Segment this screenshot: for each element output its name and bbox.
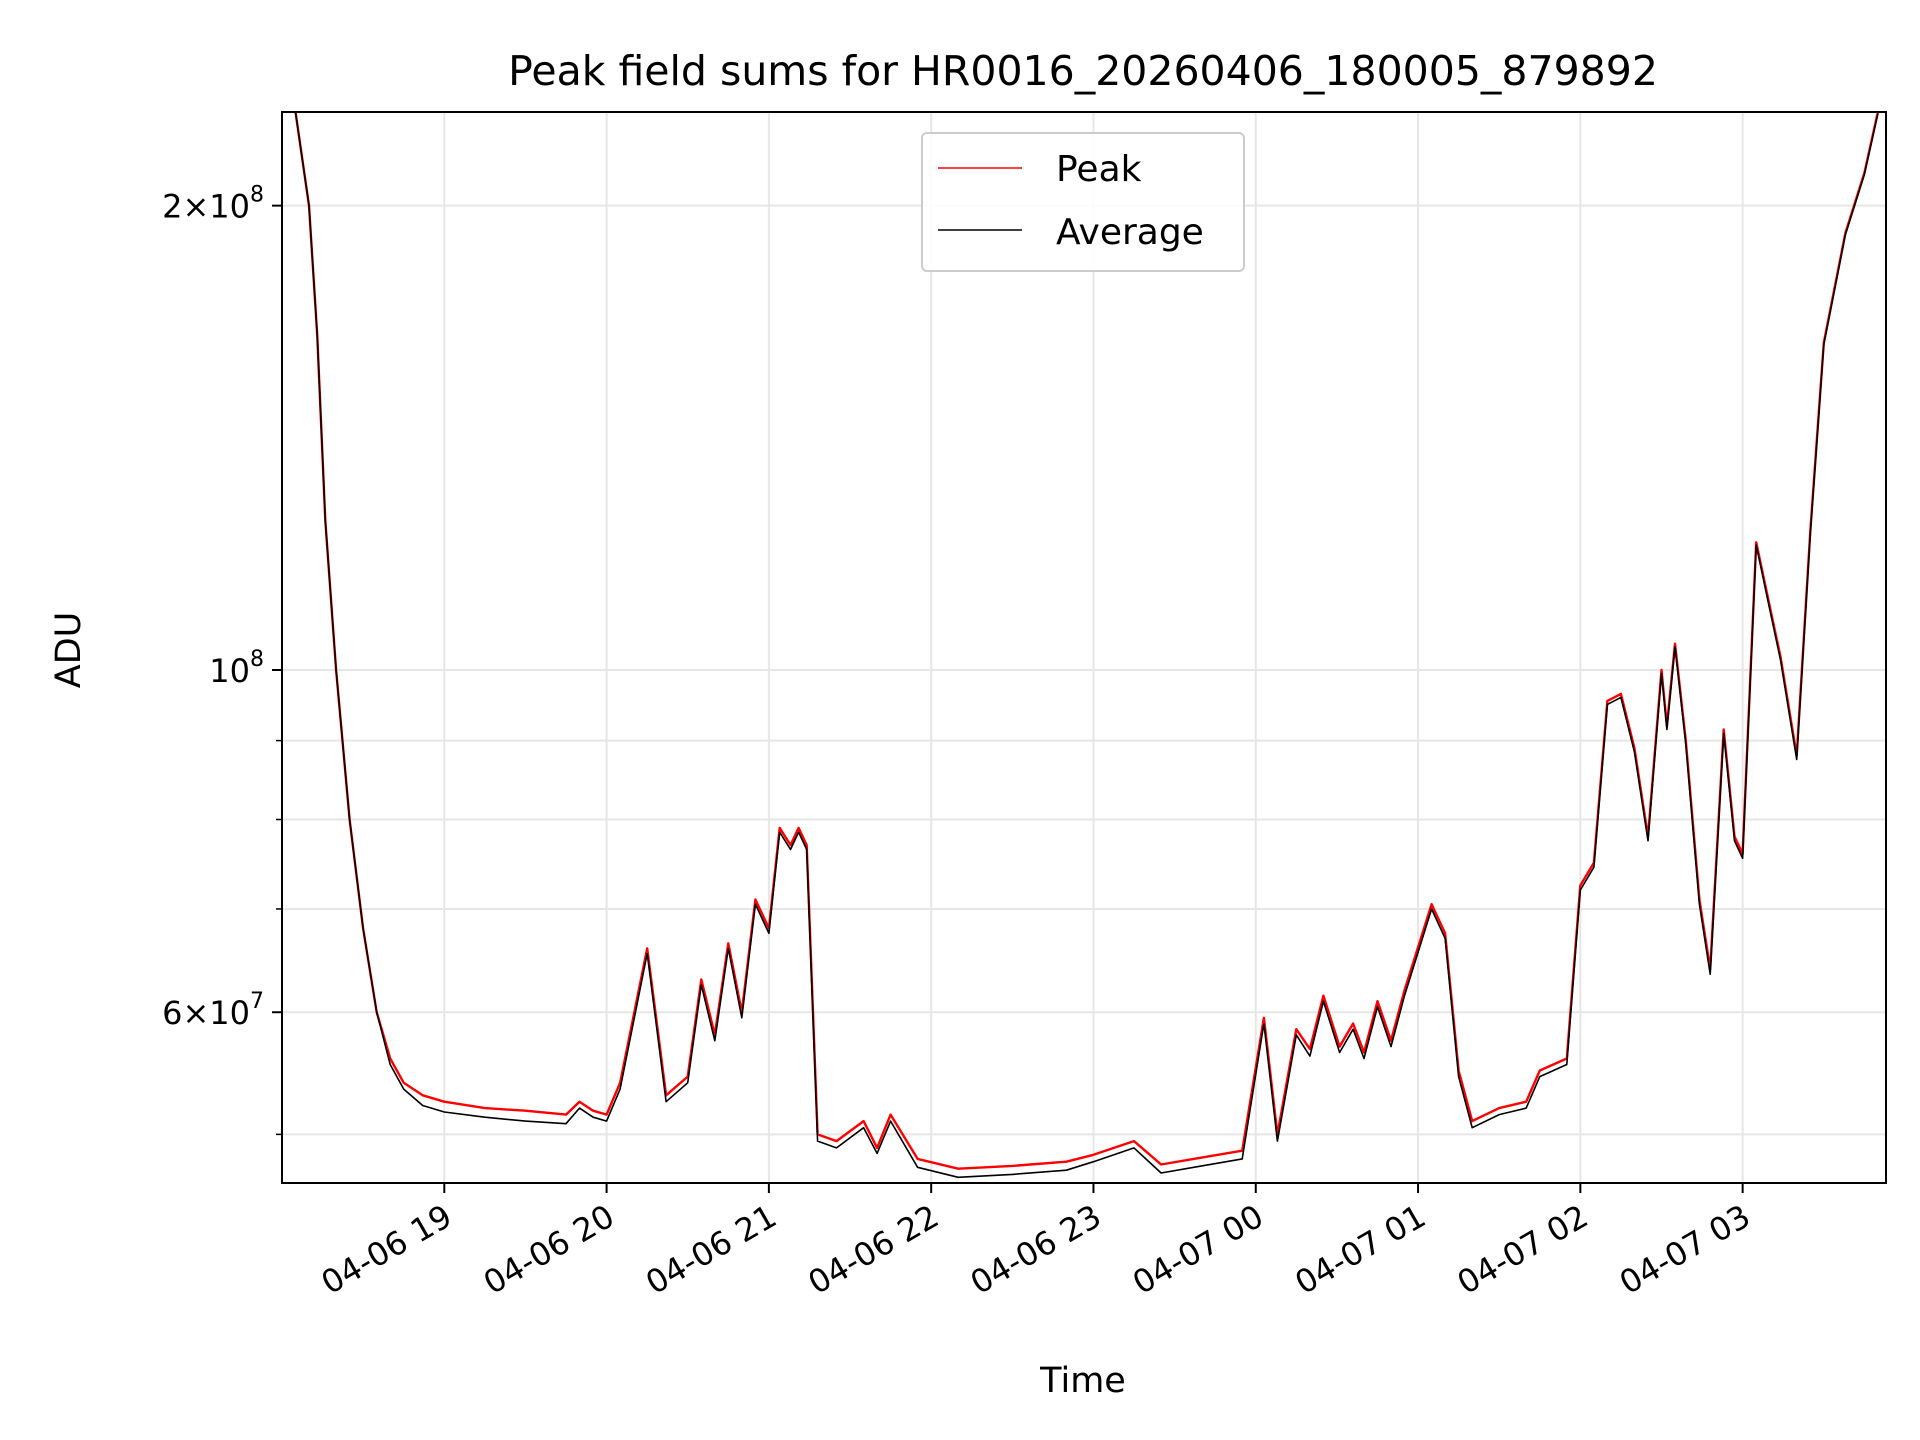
grid-lines	[282, 112, 1886, 1183]
x-axis-label: Time	[1039, 1361, 1126, 1401]
legend-label-peak: Peak	[1056, 149, 1142, 190]
y-tick-label: 2×108	[162, 183, 264, 226]
axes-frame	[281, 111, 1887, 1184]
chart-title: Peak field sums for HR0016_20260406_1800…	[508, 47, 1658, 95]
plot-area	[294, 112, 1880, 1179]
y-axis-label: ADU	[49, 612, 89, 689]
legend-label-average: Average	[1056, 212, 1204, 253]
legend: Peak Average	[921, 132, 1245, 272]
y-tick-label: 6×107	[162, 989, 264, 1032]
series-line-average	[294, 112, 1879, 1179]
